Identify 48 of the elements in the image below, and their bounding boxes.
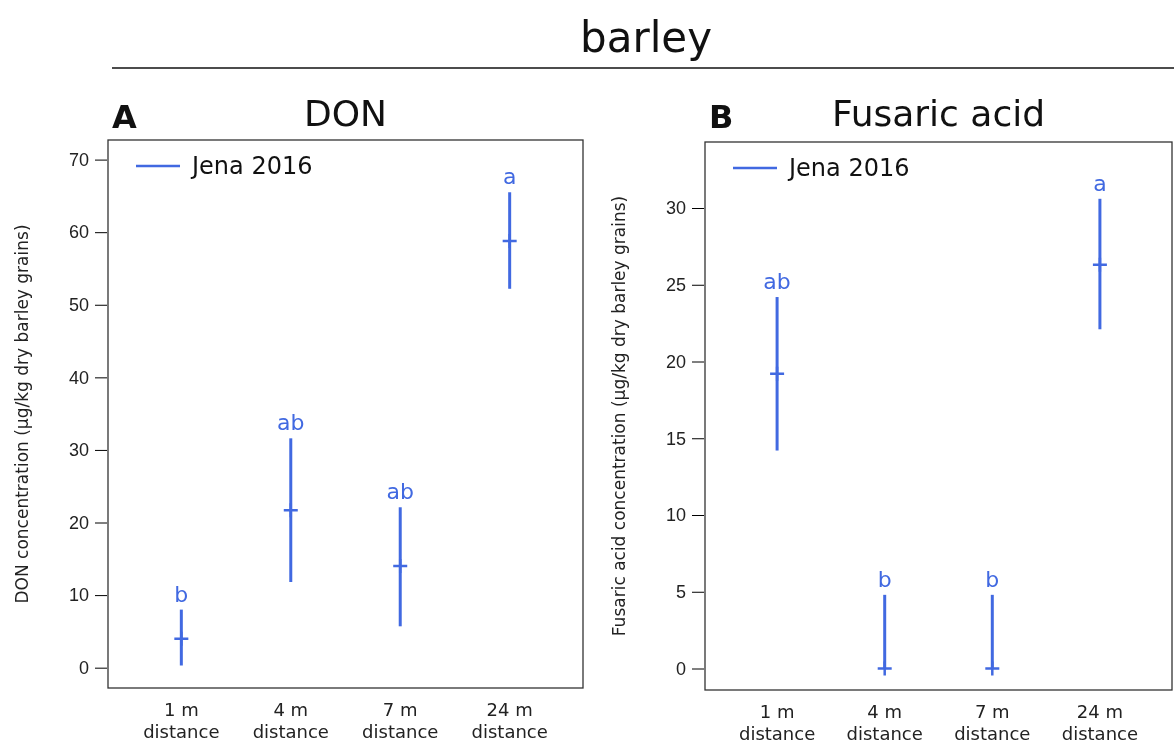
annotation: ab xyxy=(386,479,414,505)
y-tick-label: 20 xyxy=(68,512,89,533)
annotation: ab xyxy=(277,410,305,436)
y-tick-label: 15 xyxy=(665,428,686,449)
y-tick-label: 20 xyxy=(665,351,686,372)
point xyxy=(768,365,786,383)
y-tick-label: 10 xyxy=(665,505,686,526)
text: B xyxy=(709,98,734,136)
y-tick-label: 50 xyxy=(68,295,89,316)
y-axis-title: DON concentration (µg/kg dry barley grains) xyxy=(12,224,32,604)
y-tick-label: 30 xyxy=(68,440,89,461)
y-tick-label: 30 xyxy=(665,198,686,219)
y-tick-label: 5 xyxy=(675,582,686,603)
annotation: b xyxy=(985,566,1000,592)
y-tick-label: 40 xyxy=(68,367,89,388)
y-tick-label: 10 xyxy=(68,585,89,606)
chart-title: DON xyxy=(304,93,387,134)
y-tick-label: 0 xyxy=(675,658,686,679)
point xyxy=(501,232,518,250)
point xyxy=(282,501,300,519)
legend-label: Jena 2016 xyxy=(190,152,313,180)
x-tick-label: 1 m distance xyxy=(143,699,220,742)
annotation: ab xyxy=(763,269,791,295)
x-tick-label: 24 m distance xyxy=(471,699,548,742)
x-tick-label: 4 m distance xyxy=(252,699,329,742)
y-tick-label: 25 xyxy=(665,275,686,296)
y-tick-label: 70 xyxy=(68,149,89,170)
x-tick-label: 7 m distance xyxy=(954,701,1031,743)
point xyxy=(1091,256,1109,274)
point xyxy=(391,557,409,575)
y-tick-label: 60 xyxy=(68,222,89,243)
text: A xyxy=(112,98,137,136)
text: barley xyxy=(579,13,713,62)
x-tick-label: 24 m distance xyxy=(1061,701,1139,743)
annotation: a xyxy=(502,164,517,190)
annotation: b xyxy=(174,581,189,607)
point xyxy=(876,660,893,677)
x-tick-label: 7 m distance xyxy=(362,699,439,742)
point xyxy=(173,630,190,647)
y-axis-title: Fusaric acid concentration (µg/kg dry barley grains) xyxy=(609,195,629,637)
x-tick-label: 1 m distance xyxy=(738,701,816,743)
y-tick-label: 0 xyxy=(78,657,89,678)
annotation: b xyxy=(877,566,892,592)
x-tick-label: 4 m distance xyxy=(846,701,923,743)
chart-title: Fusaric acid xyxy=(831,93,1046,134)
point xyxy=(984,660,1001,677)
legend-label: Jena 2016 xyxy=(787,154,910,182)
annotation: a xyxy=(1093,170,1107,196)
